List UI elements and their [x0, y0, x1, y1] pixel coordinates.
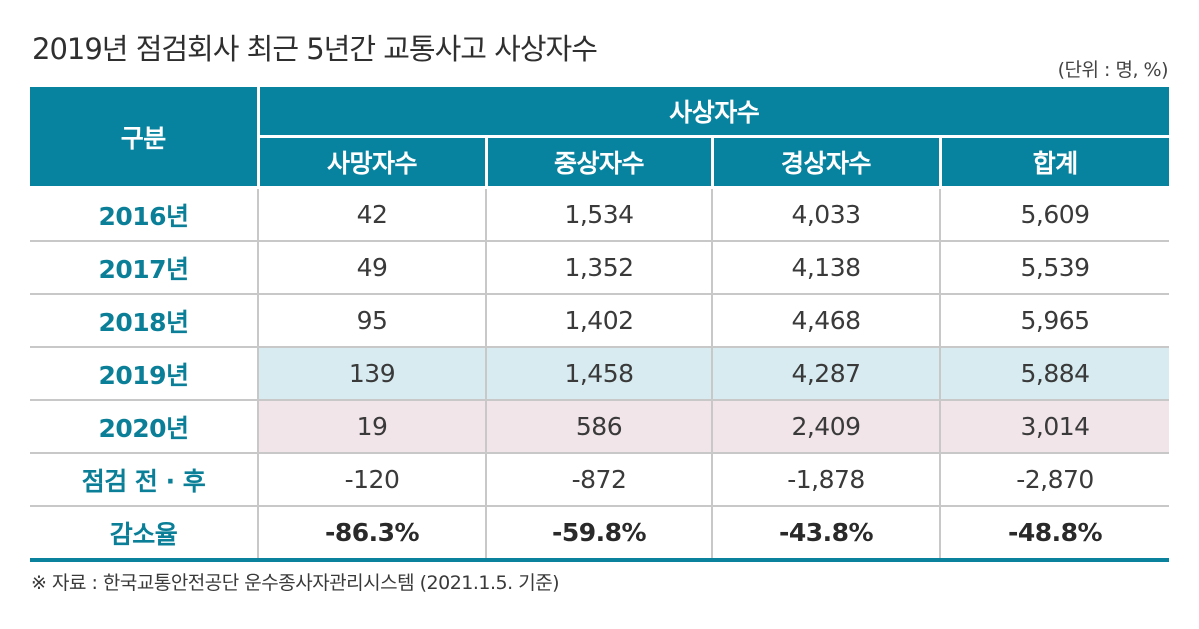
- cell-total: -48.8%: [938, 506, 1170, 562]
- cell-minor: 4,287: [711, 347, 940, 401]
- cell-total: 3,014: [938, 400, 1170, 454]
- corner-header: 구분: [30, 87, 260, 189]
- table-row-reduction-rate: 감소율 -86.3% -59.8% -43.8% -48.8%: [30, 506, 1170, 562]
- cell-serious: -59.8%: [485, 506, 712, 562]
- cell-minor: 4,468: [711, 294, 940, 348]
- cell-total: 5,539: [938, 241, 1170, 295]
- row-label: 감소율: [30, 506, 258, 562]
- cell-deaths: 95: [257, 294, 486, 348]
- cell-serious: 1,402: [485, 294, 712, 348]
- cell-total: 5,965: [938, 294, 1170, 348]
- table-row-highlight-2019: 2019년 139 1,458 4,287 5,884: [30, 347, 1170, 401]
- cell-minor: 4,033: [711, 187, 940, 242]
- cell-serious: 1,534: [485, 187, 712, 242]
- cell-deaths: -120: [257, 453, 486, 507]
- cell-deaths: 49: [257, 241, 486, 295]
- row-label: 2016년: [30, 187, 258, 242]
- group-header: 사상자수: [256, 87, 1170, 138]
- cell-serious: -872: [485, 453, 712, 507]
- cell-deaths: 19: [257, 400, 486, 454]
- source-note: ※ 자료 : 한국교통안전공단 운수종사자관리시스템 (2021.1.5. 기준…: [31, 572, 560, 594]
- cell-total: -2,870: [938, 453, 1170, 507]
- column-header-deaths: 사망자수: [256, 135, 488, 189]
- table-row: 2016년 42 1,534 4,033 5,609: [30, 187, 1170, 242]
- column-header-serious-injuries: 중상자수: [484, 135, 714, 189]
- row-label: 2018년: [30, 294, 258, 348]
- cell-serious: 1,352: [485, 241, 712, 295]
- unit-label: (단위 : 명, %): [1057, 59, 1169, 81]
- row-label: 2019년: [30, 347, 258, 401]
- table-row: 2018년 95 1,402 4,468 5,965: [30, 294, 1170, 348]
- casualties-table: 구분 사상자수 사망자수 중상자수 경상자수 합계 2016년 42 1,534…: [30, 87, 1170, 562]
- cell-serious: 1,458: [485, 347, 712, 401]
- cell-total: 5,884: [938, 347, 1170, 401]
- cell-deaths: 42: [257, 187, 486, 242]
- row-label: 점검 전 · 후: [30, 453, 258, 507]
- table-title: 2019년 점검회사 최근 5년간 교통사고 사상자수: [32, 32, 598, 66]
- column-header-total: 합계: [938, 135, 1170, 189]
- cell-deaths: -86.3%: [257, 506, 486, 562]
- cell-minor: 4,138: [711, 241, 940, 295]
- cell-minor: -43.8%: [711, 506, 940, 562]
- cell-minor: -1,878: [711, 453, 940, 507]
- table-row-highlight-2020: 2020년 19 586 2,409 3,014: [30, 400, 1170, 454]
- cell-deaths: 139: [257, 347, 486, 401]
- row-label: 2017년: [30, 241, 258, 295]
- cell-total: 5,609: [938, 187, 1170, 242]
- row-label: 2020년: [30, 400, 258, 454]
- column-header-minor-injuries: 경상자수: [710, 135, 942, 189]
- table-row-difference: 점검 전 · 후 -120 -872 -1,878 -2,870: [30, 453, 1170, 507]
- table-row: 2017년 49 1,352 4,138 5,539: [30, 241, 1170, 295]
- cell-serious: 586: [485, 400, 712, 454]
- cell-minor: 2,409: [711, 400, 940, 454]
